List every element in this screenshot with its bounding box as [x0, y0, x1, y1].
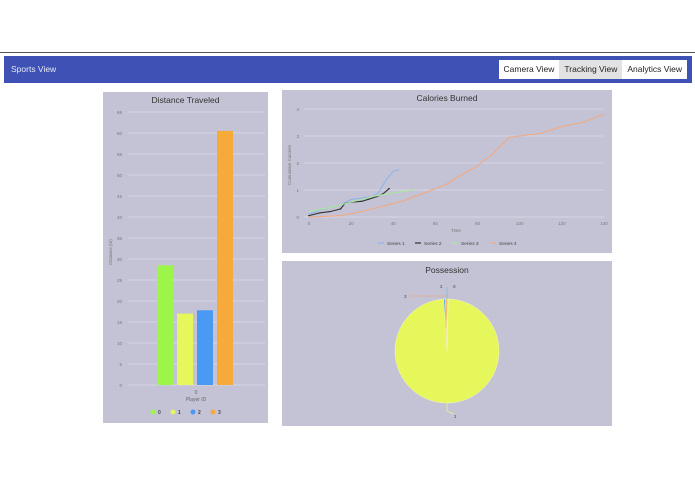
- legend-label[interactable]: Series 1: [387, 241, 405, 247]
- x-tick-label: 140: [600, 221, 608, 226]
- analytics-view-button[interactable]: Analytics View: [622, 60, 687, 79]
- y-tick-label: 4: [296, 107, 299, 112]
- distance-chart-panel: Distance Traveled 0 5 10 15 20 25 30 35 40 45 50 55…: [103, 92, 268, 423]
- y-tick-label: 5: [119, 362, 122, 367]
- legend-label[interactable]: 0: [158, 410, 161, 416]
- y-tick-label: 35: [117, 236, 123, 241]
- pie-label-2: 2: [440, 284, 443, 289]
- bar-player-1[interactable]: [177, 313, 193, 385]
- tracking-view-button[interactable]: Tracking View: [559, 60, 623, 79]
- y-axis-label: Cumulative Calories: [287, 144, 292, 185]
- pie-label-0: 0: [453, 284, 456, 289]
- legend-marker[interactable]: [190, 409, 196, 415]
- leader-line: [446, 403, 455, 415]
- line-series-4[interactable]: [308, 113, 605, 218]
- y-tick-label: 3: [296, 134, 299, 139]
- y-tick-label: 40: [117, 215, 123, 220]
- y-tick-label: 0: [296, 215, 299, 220]
- legend-marker[interactable]: [150, 409, 156, 415]
- calories-chart-panel: Calories Burned 0 1 2 3 4 0 20 40 60 80 100 120 140 T…: [282, 90, 612, 253]
- legend-marker[interactable]: [210, 409, 216, 415]
- camera-view-button[interactable]: Camera View: [498, 60, 560, 79]
- legend-label[interactable]: Series 4: [499, 241, 517, 247]
- bar-player-3[interactable]: [217, 130, 233, 385]
- view-switcher: Camera View Tracking View Analytics View: [498, 60, 687, 79]
- line-series-3[interactable]: [308, 189, 415, 213]
- possession-chart-title: Possession: [425, 265, 469, 275]
- y-axis-label: Distance (m): [108, 239, 113, 265]
- line-series-1[interactable]: [308, 169, 400, 215]
- x-tick-label: 120: [558, 221, 566, 226]
- y-tick-label: 2: [296, 161, 299, 166]
- y-tick-label: 25: [117, 278, 123, 283]
- x-axis-label: Time: [451, 228, 461, 233]
- y-tick-label: 50: [117, 173, 123, 178]
- y-tick-label: 60: [117, 131, 123, 136]
- y-tick-label: 15: [117, 320, 123, 325]
- x-tick-label: 0: [308, 221, 311, 226]
- bar-player-0[interactable]: [157, 265, 173, 385]
- x-axis-label: Player ID: [186, 397, 207, 403]
- navbar: Sports View Camera View Tracking View An…: [4, 56, 692, 83]
- y-tick-label: 10: [117, 341, 123, 346]
- legend-label[interactable]: Series 2: [424, 241, 442, 247]
- x-tick-label: 60: [433, 221, 439, 226]
- x-tick-label: 20: [349, 221, 355, 226]
- distance-chart-title: Distance Traveled: [151, 95, 220, 105]
- legend-label[interactable]: Series 3: [461, 241, 479, 247]
- bar-player-2[interactable]: [197, 310, 213, 385]
- legend-label[interactable]: 3: [218, 410, 221, 416]
- y-tick-label: 1: [296, 188, 299, 193]
- x-tick-label: 0: [195, 390, 198, 396]
- y-tick-label: 0: [119, 383, 122, 388]
- y-tick-label: 65: [117, 110, 123, 115]
- brand-title[interactable]: Sports View: [11, 64, 57, 74]
- y-tick-label: 30: [117, 257, 123, 262]
- top-divider: [0, 52, 695, 53]
- y-tick-label: 45: [117, 194, 123, 199]
- x-tick-label: 100: [516, 221, 524, 226]
- y-tick-label: 55: [117, 152, 123, 157]
- possession-pie-chart: 2 031: [394, 284, 500, 419]
- pie-label-3: 3: [404, 294, 407, 299]
- x-tick-label: 40: [391, 221, 397, 226]
- y-tick-label: 20: [117, 299, 123, 304]
- legend-label[interactable]: 1: [178, 410, 181, 416]
- calories-chart-title: Calories Burned: [416, 93, 478, 103]
- pie-label-1: 1: [454, 414, 457, 419]
- legend-marker[interactable]: [170, 409, 176, 415]
- legend-label[interactable]: 2: [198, 410, 201, 416]
- x-tick-label: 80: [475, 221, 481, 226]
